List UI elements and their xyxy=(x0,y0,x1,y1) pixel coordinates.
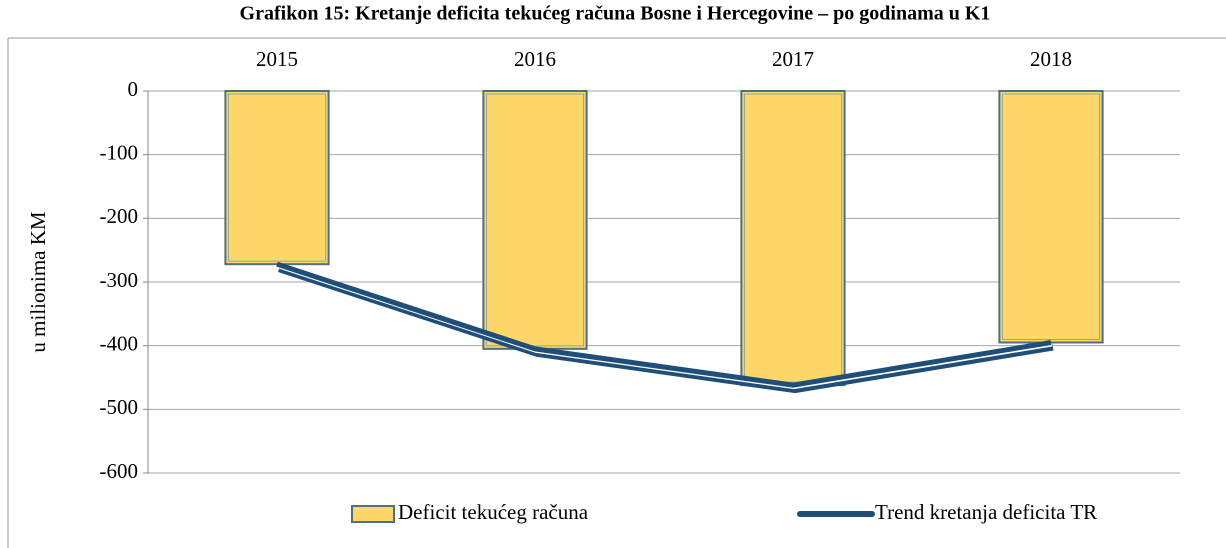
bar xyxy=(224,90,330,266)
y-axis-label: u milionima KM xyxy=(26,211,50,352)
bar-inner-border xyxy=(1001,93,1101,340)
bar-inner-border xyxy=(227,93,327,262)
bar-inner-border xyxy=(743,93,843,383)
y-tick-label: -300 xyxy=(100,268,139,292)
line-shadow xyxy=(278,266,1054,394)
bar xyxy=(998,90,1104,344)
x-tick-label: 2018 xyxy=(1030,47,1072,71)
bar xyxy=(482,90,588,350)
y-tick-label: -600 xyxy=(100,459,139,483)
y-tick-label: 0 xyxy=(128,77,139,101)
x-tick-label: 2015 xyxy=(256,47,298,71)
legend-swatch xyxy=(351,505,395,523)
line-shadow-gap xyxy=(277,266,1053,390)
chart-title: Grafikon 15: Kretanje deficita tekućeg r… xyxy=(240,3,991,25)
x-tick-label: 2016 xyxy=(514,47,556,71)
legend-label: Deficit tekućeg računa xyxy=(398,500,589,524)
bar-inner-border xyxy=(485,93,585,347)
y-tick-label: -100 xyxy=(100,140,139,164)
x-tick-label: 2017 xyxy=(772,47,814,71)
line xyxy=(276,261,1052,388)
legend-label: Trend kretanja deficita TR xyxy=(875,500,1097,524)
y-tick-label: -500 xyxy=(100,395,139,419)
bar xyxy=(740,90,846,387)
y-tick-label: -200 xyxy=(100,204,139,228)
y-tick-label: -400 xyxy=(100,331,139,355)
